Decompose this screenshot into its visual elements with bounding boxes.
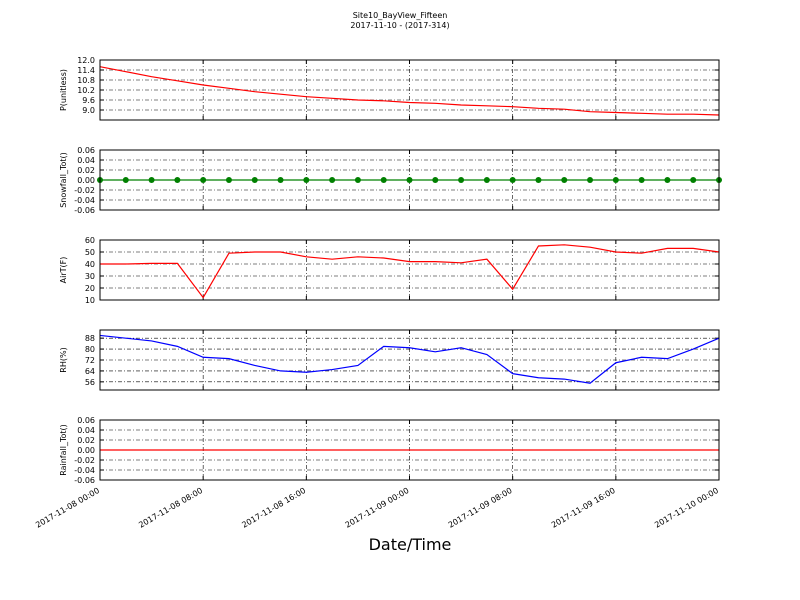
data-point (535, 177, 542, 183)
y-tick-label: 88 (85, 334, 95, 343)
x-axis-label: Date/Time (369, 535, 452, 554)
y-tick-label: 0.00 (77, 176, 95, 185)
data-point (251, 177, 258, 183)
data-line (100, 244, 720, 299)
data-point (354, 177, 361, 183)
data-point (664, 177, 671, 183)
data-point (561, 177, 568, 183)
data-point (122, 177, 129, 183)
plot-frame (99, 329, 720, 391)
plot-frame (99, 149, 720, 211)
y-tick-label: -0.04 (74, 196, 95, 205)
y-tick-label: -0.06 (74, 476, 95, 485)
y-tick-label: 0.06 (77, 146, 95, 155)
data-point (329, 177, 336, 183)
data-point (225, 177, 232, 183)
y-tick-label: 40 (85, 260, 95, 269)
y-tick-label: 20 (85, 284, 95, 293)
y-tick-label: 0.04 (77, 426, 95, 435)
data-point (509, 177, 516, 183)
y-axis-label: Snowfall_Tot() (59, 152, 68, 208)
y-tick-label: -0.04 (74, 466, 95, 475)
y-tick-label: -0.06 (74, 206, 95, 215)
y-tick-label: 9.6 (82, 96, 95, 105)
y-tick-label: 0.06 (77, 416, 95, 425)
y-tick-label: 0.04 (77, 156, 95, 165)
chart-title: Site10_BayView_Fifteen (353, 11, 448, 20)
y-tick-label: 60 (85, 236, 95, 245)
y-axis-label: AirT(F) (59, 257, 68, 284)
y-tick-label: 56 (85, 378, 95, 387)
data-point (638, 177, 645, 183)
y-tick-label: 9.0 (82, 106, 95, 115)
data-point (587, 177, 594, 183)
y-tick-label: -0.02 (74, 186, 95, 195)
y-tick-label: 11.4 (77, 66, 95, 75)
plot-frame (99, 239, 720, 301)
plot-frame (99, 59, 720, 121)
y-axis-label: Rainfall_Tot() (59, 424, 68, 476)
data-point (690, 177, 697, 183)
data-line (99, 66, 720, 116)
y-tick-label: 50 (85, 248, 95, 257)
y-tick-label: -0.02 (74, 456, 95, 465)
y-tick-label: 30 (85, 272, 95, 281)
y-tick-label: 64 (85, 367, 95, 376)
data-point (277, 177, 284, 183)
y-tick-label: 10.2 (77, 86, 95, 95)
y-tick-label: 72 (85, 356, 95, 365)
data-point (303, 177, 310, 183)
y-tick-label: 0.02 (77, 436, 95, 445)
y-tick-label: 10 (85, 296, 95, 305)
data-point (483, 177, 490, 183)
y-tick-label: 0.02 (77, 166, 95, 175)
y-tick-label: 80 (85, 345, 95, 354)
y-tick-label: 12.0 (77, 56, 95, 65)
data-point (406, 177, 413, 183)
data-point (458, 177, 465, 183)
data-line (99, 334, 720, 384)
data-point (174, 177, 181, 183)
data-point (612, 177, 619, 183)
data-point (432, 177, 439, 183)
data-point (148, 177, 155, 183)
y-axis-label: P(unitless) (59, 69, 68, 111)
y-tick-label: 0.00 (77, 446, 95, 455)
y-tick-label: 10.8 (77, 76, 95, 85)
y-axis-label: RH(%) (59, 347, 68, 372)
plot-frame (99, 419, 720, 481)
chart-subtitle: 2017-11-10 - (2017-314) (350, 21, 449, 30)
data-point (380, 177, 387, 183)
data-point (200, 177, 207, 183)
